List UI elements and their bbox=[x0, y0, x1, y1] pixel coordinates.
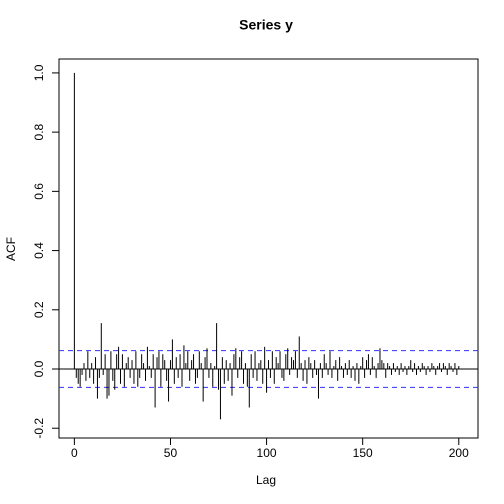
y-tick-label: 0.6 bbox=[32, 183, 46, 200]
y-tick-label: 0.2 bbox=[32, 301, 46, 318]
y-axis-label: ACF bbox=[4, 237, 18, 261]
y-tick-label: 0.4 bbox=[32, 242, 46, 259]
y-tick-label: 0.0 bbox=[32, 360, 46, 377]
x-tick-label: 50 bbox=[164, 446, 178, 460]
x-tick-label: 150 bbox=[353, 446, 373, 460]
chart-title: Series y bbox=[239, 17, 293, 33]
y-tick-label: 1.0 bbox=[32, 64, 46, 81]
x-tick-label: 100 bbox=[257, 446, 277, 460]
plot-frame bbox=[58, 58, 479, 439]
y-tick-label: -0.2 bbox=[32, 418, 46, 439]
y-tick-label: 0.8 bbox=[32, 123, 46, 140]
x-tick-label: 200 bbox=[449, 446, 469, 460]
x-tick-label: 0 bbox=[71, 446, 78, 460]
x-axis-label: Lag bbox=[256, 473, 276, 487]
